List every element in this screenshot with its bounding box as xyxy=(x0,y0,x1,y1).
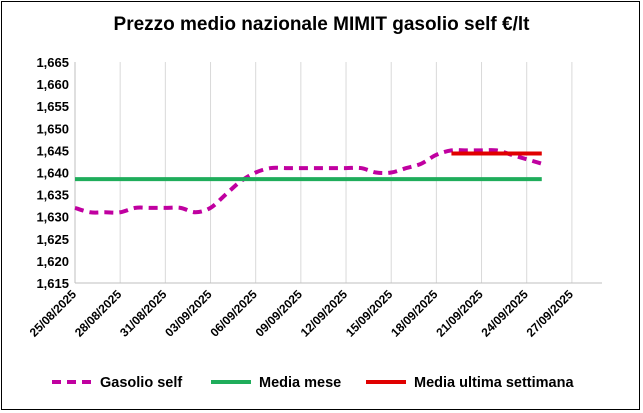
y-tick-label: 1,645 xyxy=(36,143,69,158)
y-tick-label: 1,655 xyxy=(36,99,69,114)
x-tick-label: 31/08/2025 xyxy=(117,287,170,340)
x-tick-label: 25/08/2025 xyxy=(27,287,80,340)
y-tick-label: 1,635 xyxy=(36,188,69,203)
y-tick-label: 1,665 xyxy=(36,55,69,70)
x-tick-label: 28/08/2025 xyxy=(72,287,125,340)
y-tick-label: 1,620 xyxy=(36,254,69,269)
legend-label: Media mese xyxy=(259,375,341,391)
x-tick-label: 09/09/2025 xyxy=(253,287,306,340)
x-tick-label: 24/09/2025 xyxy=(478,287,531,340)
y-tick-label: 1,660 xyxy=(36,77,69,92)
series-line-1 xyxy=(74,148,543,215)
chart-title: Prezzo medio nazionale MIMIT gasolio sel… xyxy=(113,14,530,35)
x-tick-label: 06/09/2025 xyxy=(207,287,260,340)
y-tick-label: 1,640 xyxy=(36,166,69,181)
y-tick-label: 1,625 xyxy=(36,232,69,247)
y-tick-label: 1,615 xyxy=(36,276,69,291)
x-tick-label: 21/09/2025 xyxy=(433,287,486,340)
legend-label: Gasolio self xyxy=(100,375,182,391)
y-tick-label: 1,630 xyxy=(36,210,69,225)
x-tick-label: 15/09/2025 xyxy=(343,287,396,340)
x-tick-label: 27/09/2025 xyxy=(524,287,577,340)
x-tick-label: 03/09/2025 xyxy=(162,287,215,340)
legend-label: Media ultima settimana xyxy=(414,375,574,391)
x-tick-label: 18/09/2025 xyxy=(388,287,441,340)
y-tick-label: 1,650 xyxy=(36,121,69,136)
x-tick-label: 12/09/2025 xyxy=(298,287,351,340)
